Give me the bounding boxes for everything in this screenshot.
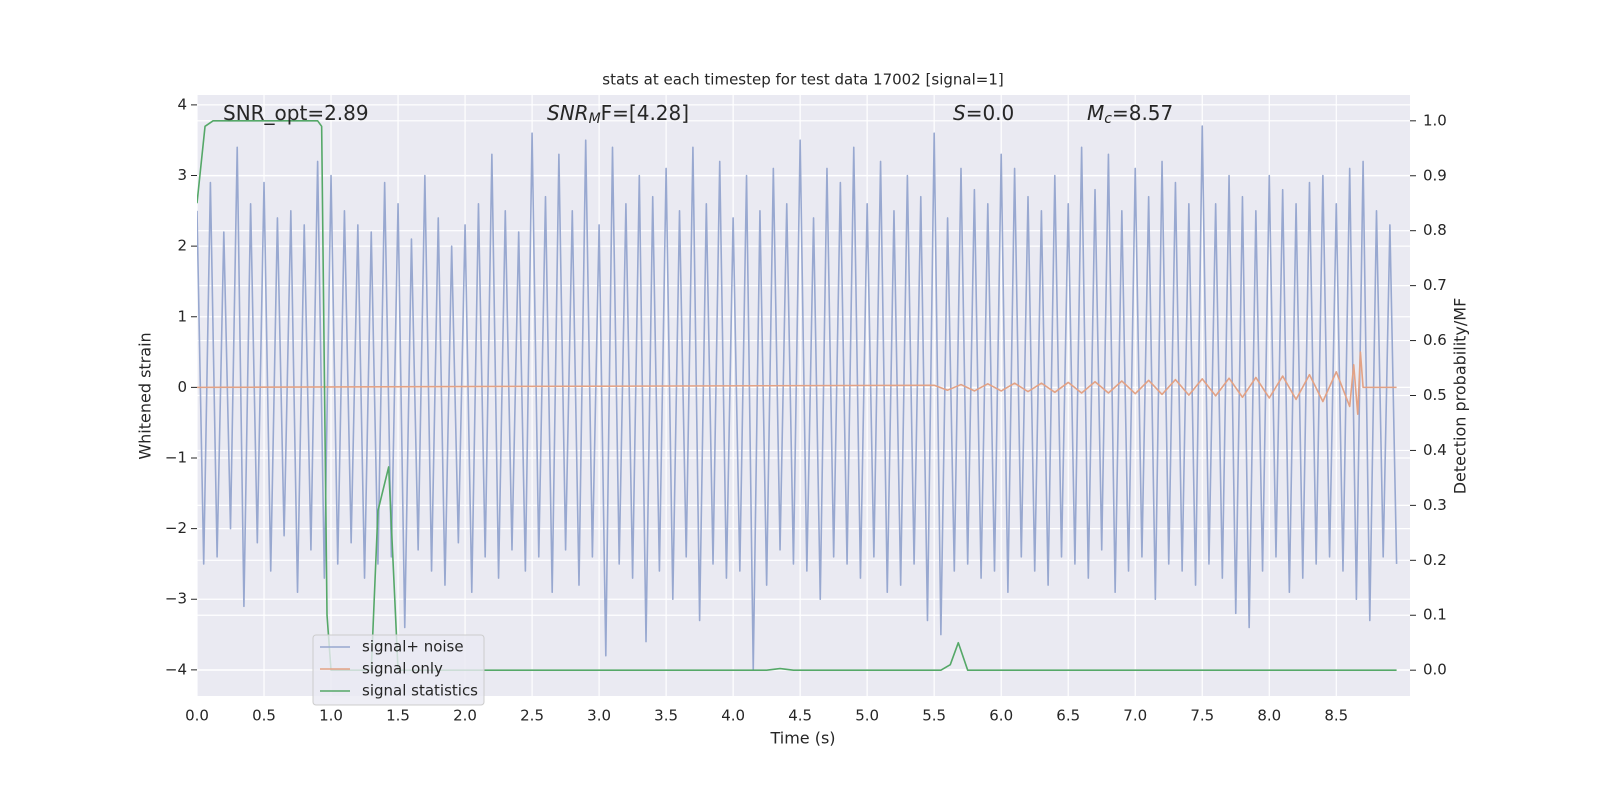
x-tick-label: 4.0 bbox=[721, 707, 745, 725]
series-line bbox=[197, 351, 1397, 416]
series-line bbox=[197, 125, 1398, 671]
annotation-rest: =8.57 bbox=[1112, 101, 1173, 125]
y2-tick-label: 1.0 bbox=[1423, 111, 1447, 129]
x-tick-label: 1.5 bbox=[386, 707, 410, 725]
y2-tick-label: 0.6 bbox=[1423, 331, 1447, 349]
annotation: Mc=8.57 bbox=[1087, 101, 1173, 128]
chart-title: stats at each timestep for test data 170… bbox=[602, 71, 1003, 89]
y-tick-label: −4 bbox=[165, 660, 187, 678]
annotation: S=0.0 bbox=[953, 101, 1014, 125]
y2-tick-label: 0.0 bbox=[1423, 661, 1447, 679]
x-tick-label: 4.5 bbox=[788, 707, 812, 725]
x-tick-label: 8.5 bbox=[1324, 707, 1348, 725]
legend-label: signal+ noise bbox=[362, 638, 464, 656]
annotations: SNR_opt=2.89 SNRMF=[4.28] S=0.0 Mc=8.57 bbox=[223, 101, 1173, 128]
x-axis-label: Time (s) bbox=[769, 729, 835, 748]
y2-tick-label: 0.3 bbox=[1423, 496, 1447, 514]
annotation-text: S bbox=[953, 101, 966, 125]
annotation: SNRMF=[4.28] bbox=[547, 101, 689, 128]
series-line bbox=[197, 120, 1397, 671]
y-tick-label: −1 bbox=[165, 449, 187, 467]
x-tick-label: 3.5 bbox=[654, 707, 678, 725]
y2-tick-label: 0.7 bbox=[1423, 276, 1447, 294]
y-tick-label: 2 bbox=[177, 237, 187, 255]
x-tick-label: 5.0 bbox=[855, 707, 879, 725]
lines bbox=[197, 120, 1398, 671]
x-tick-label: 1.0 bbox=[319, 707, 343, 725]
y2-tick-label: 0.2 bbox=[1423, 551, 1447, 569]
x-tick-label: 6.0 bbox=[989, 707, 1013, 725]
legend: signal+ noise signal only signal statistic… bbox=[312, 634, 485, 706]
axes: 0.0 0.5 1.0 1.5 2.0 2.5 3.0 3.5 4.0 4.5 5.0 5.5 6.0 6… bbox=[165, 95, 1447, 724]
y-tick-label: 3 bbox=[177, 166, 187, 184]
x-tick-label: 7.0 bbox=[1123, 707, 1147, 725]
y-tick-label: −2 bbox=[165, 519, 187, 537]
x-tick-label: 6.5 bbox=[1056, 707, 1080, 725]
annotation-sub: M bbox=[589, 111, 601, 127]
x-tick-label: 3.0 bbox=[587, 707, 611, 725]
legend-box bbox=[312, 634, 485, 706]
y-tick-label: 1 bbox=[177, 307, 187, 325]
annotation-text: M bbox=[1087, 101, 1104, 125]
y2-tick-label: 0.1 bbox=[1423, 606, 1447, 624]
annotation-rest: =0.0 bbox=[966, 101, 1015, 125]
legend-label: signal statistics bbox=[362, 682, 478, 700]
y2-axis-label: Detection probability/MF bbox=[1451, 298, 1470, 495]
y2-tick-label: 0.4 bbox=[1423, 441, 1447, 459]
y-tick-label: 0 bbox=[177, 378, 187, 396]
y-tick-label: −3 bbox=[165, 590, 187, 608]
annotation-text: SNR_opt=2.89 bbox=[223, 101, 369, 125]
y2-tick-label: 0.5 bbox=[1423, 386, 1447, 404]
x-tick-label: 2.5 bbox=[520, 707, 544, 725]
x-tick-label: 8.0 bbox=[1257, 707, 1281, 725]
x-tick-label: 0.5 bbox=[252, 707, 276, 725]
y-axis-label: Whitened strain bbox=[136, 332, 155, 459]
annotation-sub: c bbox=[1104, 111, 1112, 127]
legend-label: signal only bbox=[362, 660, 443, 678]
x-tick-label: 7.5 bbox=[1190, 707, 1214, 725]
annotation: SNR_opt=2.89 bbox=[223, 101, 369, 125]
annotation-text: SNR bbox=[547, 101, 589, 125]
x-tick-label: 0.0 bbox=[185, 707, 209, 725]
x-tick-label: 5.5 bbox=[922, 707, 946, 725]
y2-tick-label: 0.9 bbox=[1423, 166, 1447, 184]
y2-tick-label: 0.8 bbox=[1423, 221, 1447, 239]
annotation-rest: F=[4.28] bbox=[601, 101, 689, 125]
x-tick-label: 2.0 bbox=[453, 707, 477, 725]
y-tick-label: 4 bbox=[177, 95, 187, 113]
